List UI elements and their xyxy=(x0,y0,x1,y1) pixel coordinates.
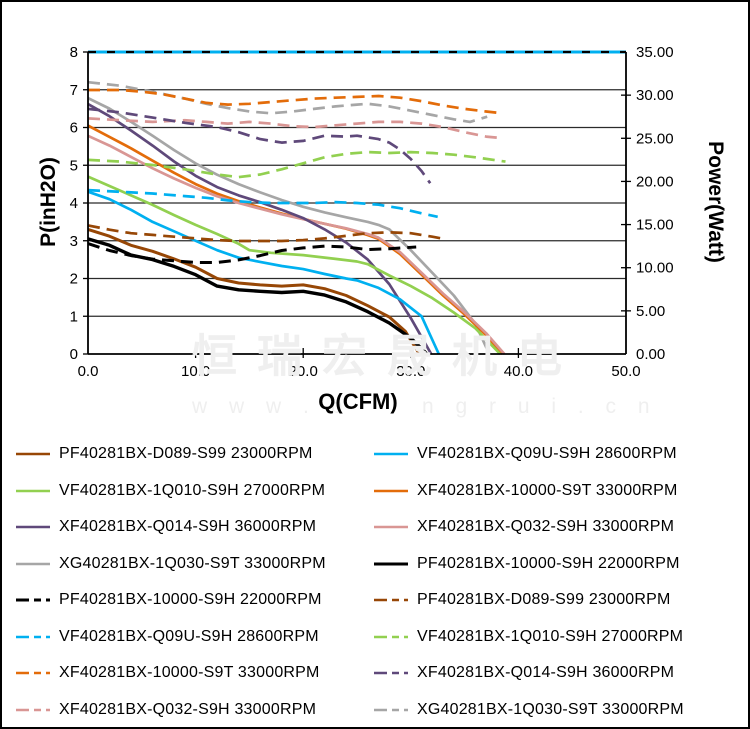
y-right-tick-label: 35.00 xyxy=(636,44,674,61)
legend-label: VF40281BX-1Q010-S9H 27000RPM xyxy=(417,627,684,645)
y-right-tick-label: 25.00 xyxy=(636,130,674,147)
curve-line xyxy=(87,150,506,179)
curve-line xyxy=(87,188,438,219)
legend-label: XF40281BX-10000-S9T 33000RPM xyxy=(417,481,678,499)
legend-item: XG40281BX-1Q030-S9T 33000RPM xyxy=(16,546,326,582)
legend-line-sample xyxy=(374,525,408,529)
x-axis-title: Q(CFM) xyxy=(318,389,398,414)
legend-line-sample xyxy=(374,635,408,638)
legend-item: XG40281BX-1Q030-S9T 33000RPM xyxy=(374,692,684,728)
y-left-tick-label: 8 xyxy=(70,44,78,61)
legend-label: PF40281BX-10000-S9H 22000RPM xyxy=(417,554,680,572)
legend-item: VF40281BX-Q09U-S9H 28600RPM xyxy=(16,619,319,655)
legend-label: PF40281BX-D089-S99 23000RPM xyxy=(417,591,671,608)
legend-item: XF40281BX-Q014-S9H 36000RPM xyxy=(374,655,674,691)
legend-label: VF40281BX-1Q010-S9H 27000RPM xyxy=(59,481,326,499)
legend-label: PF40281BX-D089-S99 23000RPM xyxy=(59,445,313,462)
legend-item: PF40281BX-10000-S9H 22000RPM xyxy=(16,582,322,618)
legend-line-sample xyxy=(374,562,408,565)
y-axis-title-left: P(inH2O) xyxy=(37,157,60,247)
y-right-tick-label: 0.00 xyxy=(636,346,665,363)
y-left-tick-label: 5 xyxy=(70,157,78,174)
watermark-url-right: n g r u i . c n xyxy=(422,395,658,418)
y-right-tick-label: 10.00 xyxy=(636,260,674,277)
curve-line xyxy=(87,190,441,355)
legend-item: VF40281BX-1Q010-S9H 27000RPM xyxy=(374,619,683,655)
curves xyxy=(87,80,506,356)
x-tick-label: 10.0 xyxy=(181,363,210,380)
curve-line xyxy=(87,175,502,355)
y-right-tick-label: 30.00 xyxy=(636,87,674,104)
curve-line xyxy=(87,227,421,355)
y-left-tick-label: 2 xyxy=(70,271,78,288)
y-left-tick-label: 6 xyxy=(70,120,78,137)
legend-item: PF40281BX-D089-S99 23000RPM xyxy=(374,582,671,618)
y-left-tick-label: 4 xyxy=(70,195,78,212)
legend-item: XF40281BX-Q032-S9H 33000RPM xyxy=(374,509,674,545)
legend-label: XF40281BX-Q014-S9H 36000RPM xyxy=(59,518,317,535)
plot-border xyxy=(87,52,627,355)
legend-line-sample xyxy=(374,598,408,602)
legend: PF40281BX-D089-S99 23000RPM VF40281BX-Q09… xyxy=(2,436,748,728)
curve-line xyxy=(87,96,491,355)
legend-line-sample xyxy=(16,598,50,602)
legend-label: XF40281BX-Q014-S9H 36000RPM xyxy=(417,664,675,681)
watermark-url-left: w w w . b xyxy=(192,395,351,418)
curve-line xyxy=(87,117,504,140)
legend-line-sample xyxy=(16,671,50,675)
curve-line xyxy=(88,88,503,115)
y-right-tick-label: 15.00 xyxy=(636,217,674,234)
x-tick-label: 0.0 xyxy=(78,363,99,380)
legend-label: PF40281BX-10000-S9H 22000RPM xyxy=(59,591,322,608)
y-axis-title-right: Power(Watt) xyxy=(704,141,727,263)
legend-line-sample xyxy=(16,562,50,565)
legend-line-sample xyxy=(374,671,408,675)
y-left-tick-label: 7 xyxy=(70,82,78,99)
curve-line xyxy=(87,107,432,184)
legend-item: VF40281BX-1Q010-S9H 27000RPM xyxy=(16,473,325,509)
curve-line xyxy=(87,224,446,243)
legend-item: PF40281BX-10000-S9H 22000RPM xyxy=(374,546,680,582)
legend-label: XF40281BX-10000-S9T 33000RPM xyxy=(59,664,320,681)
legend-item: VF40281BX-Q09U-S9H 28600RPM xyxy=(374,436,677,472)
tick-labels: 0 1 2 3 4 5 6 7 8 0.00 5.00 10.00 15.00 20.00 25.00 30.… xyxy=(70,44,674,380)
legend-label: XG40281BX-1Q030-S9T 33000RPM xyxy=(417,700,684,718)
legend-label: XF40281BX-Q032-S9H 33000RPM xyxy=(417,518,675,535)
legend-item: XF40281BX-10000-S9T 33000RPM xyxy=(374,473,678,509)
x-tick-label: 40.0 xyxy=(504,363,533,380)
legend-item: XF40281BX-Q032-S9H 33000RPM xyxy=(16,692,316,728)
legend-line-sample xyxy=(374,489,408,492)
legend-item: PF40281BX-D089-S99 23000RPM xyxy=(16,436,313,472)
legend-line-sample xyxy=(16,452,50,456)
legend-line-sample xyxy=(16,635,50,638)
y-left-tick-label: 0 xyxy=(70,346,78,363)
curve-line xyxy=(87,242,417,264)
legend-label: XF40281BX-Q032-S9H 33000RPM xyxy=(59,700,317,718)
chart-canvas: 0 1 2 3 4 5 6 7 8 0.00 5.00 10.00 15.00 20.00 25.00 30.… xyxy=(70,44,674,380)
legend-label: VF40281BX-Q09U-S9H 28600RPM xyxy=(59,627,319,645)
legend-line-sample xyxy=(374,452,408,456)
legend-line-sample xyxy=(374,708,408,711)
y-left-tick-label: 1 xyxy=(70,308,78,325)
y-right-tick-label: 5.00 xyxy=(636,303,665,320)
legend-label: VF40281BX-Q09U-S9H 28600RPM xyxy=(417,445,677,462)
y-left-tick-label: 3 xyxy=(70,233,78,250)
x-tick-label: 50.0 xyxy=(611,363,640,380)
legend-line-sample xyxy=(16,708,50,711)
x-tick-label: 30.0 xyxy=(396,363,425,380)
watermark-text: 恒瑞宏晟机电 xyxy=(191,330,583,382)
legend-item: XF40281BX-10000-S9T 33000RPM xyxy=(16,655,320,691)
legend-line-sample xyxy=(16,489,50,492)
legend-item: XF40281BX-Q014-S9H 36000RPM xyxy=(16,509,316,545)
legend-label: XG40281BX-1Q030-S9T 33000RPM xyxy=(59,554,326,572)
x-tick-label: 20.0 xyxy=(289,363,318,380)
y-right-tick-label: 20.00 xyxy=(636,173,674,190)
legend-line-sample xyxy=(16,525,50,529)
